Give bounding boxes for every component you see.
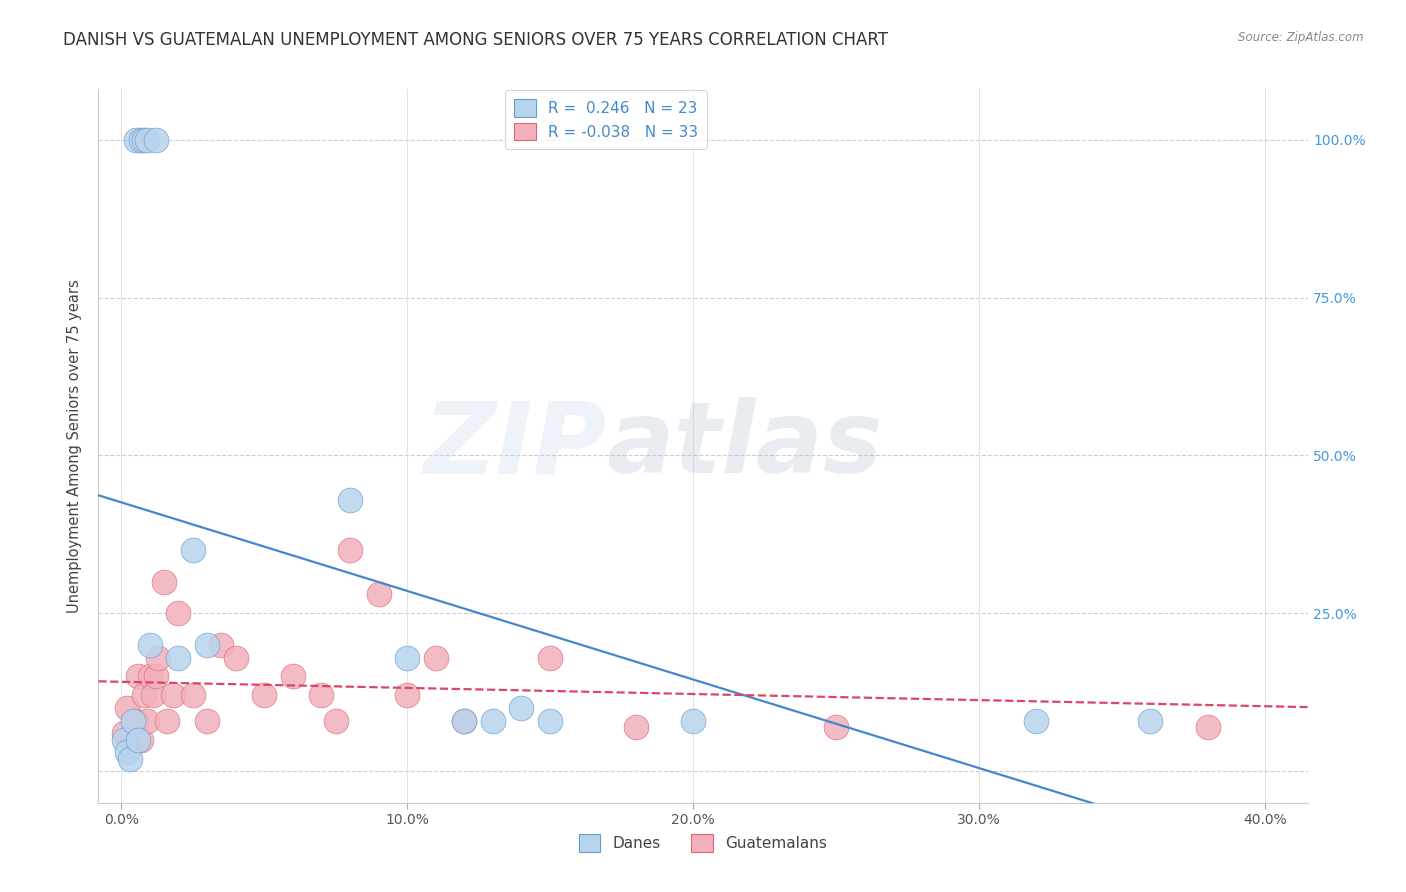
Point bbox=[148, 650, 170, 665]
Point bbox=[396, 650, 419, 665]
Point bbox=[1197, 720, 1219, 734]
Point bbox=[396, 689, 419, 703]
Text: DANISH VS GUATEMALAN UNEMPLOYMENT AMONG SENIORS OVER 75 YEARS CORRELATION CHART: DANISH VS GUATEMALAN UNEMPLOYMENT AMONG … bbox=[63, 31, 889, 49]
Point bbox=[253, 689, 276, 703]
Point bbox=[682, 714, 704, 728]
Point bbox=[145, 669, 167, 683]
Point bbox=[311, 689, 333, 703]
Point bbox=[115, 745, 138, 759]
Point bbox=[142, 689, 165, 703]
Point bbox=[538, 714, 561, 728]
Point bbox=[127, 732, 149, 747]
Text: ZIP: ZIP bbox=[423, 398, 606, 494]
Point bbox=[281, 669, 304, 683]
Point bbox=[124, 133, 146, 147]
Point bbox=[118, 751, 141, 765]
Point bbox=[136, 133, 159, 147]
Point bbox=[115, 701, 138, 715]
Point bbox=[195, 638, 218, 652]
Point bbox=[139, 669, 162, 683]
Point bbox=[129, 732, 152, 747]
Point bbox=[181, 543, 204, 558]
Point bbox=[425, 650, 447, 665]
Point bbox=[156, 714, 179, 728]
Point bbox=[538, 650, 561, 665]
Point bbox=[134, 689, 156, 703]
Point bbox=[195, 714, 218, 728]
Point bbox=[339, 543, 361, 558]
Text: atlas: atlas bbox=[606, 398, 883, 494]
Point bbox=[124, 714, 146, 728]
Point bbox=[121, 714, 143, 728]
Point bbox=[209, 638, 232, 652]
Point bbox=[153, 574, 176, 589]
Point bbox=[112, 732, 135, 747]
Point bbox=[181, 689, 204, 703]
Point bbox=[112, 726, 135, 740]
Point bbox=[453, 714, 475, 728]
Point bbox=[1139, 714, 1161, 728]
Point bbox=[367, 587, 389, 601]
Point bbox=[167, 607, 190, 621]
Point bbox=[134, 133, 156, 147]
Point bbox=[129, 133, 152, 147]
Point bbox=[225, 650, 247, 665]
Legend: Danes, Guatemalans: Danes, Guatemalans bbox=[571, 827, 835, 859]
Text: Source: ZipAtlas.com: Source: ZipAtlas.com bbox=[1239, 31, 1364, 45]
Point bbox=[624, 720, 647, 734]
Point bbox=[339, 492, 361, 507]
Point bbox=[136, 714, 159, 728]
Point bbox=[127, 669, 149, 683]
Point bbox=[167, 650, 190, 665]
Point bbox=[162, 689, 184, 703]
Point bbox=[145, 133, 167, 147]
Point bbox=[325, 714, 347, 728]
Point bbox=[453, 714, 475, 728]
Point bbox=[118, 739, 141, 753]
Point bbox=[1025, 714, 1047, 728]
Point bbox=[510, 701, 533, 715]
Point bbox=[139, 638, 162, 652]
Y-axis label: Unemployment Among Seniors over 75 years: Unemployment Among Seniors over 75 years bbox=[67, 279, 83, 613]
Point bbox=[482, 714, 505, 728]
Point bbox=[825, 720, 848, 734]
